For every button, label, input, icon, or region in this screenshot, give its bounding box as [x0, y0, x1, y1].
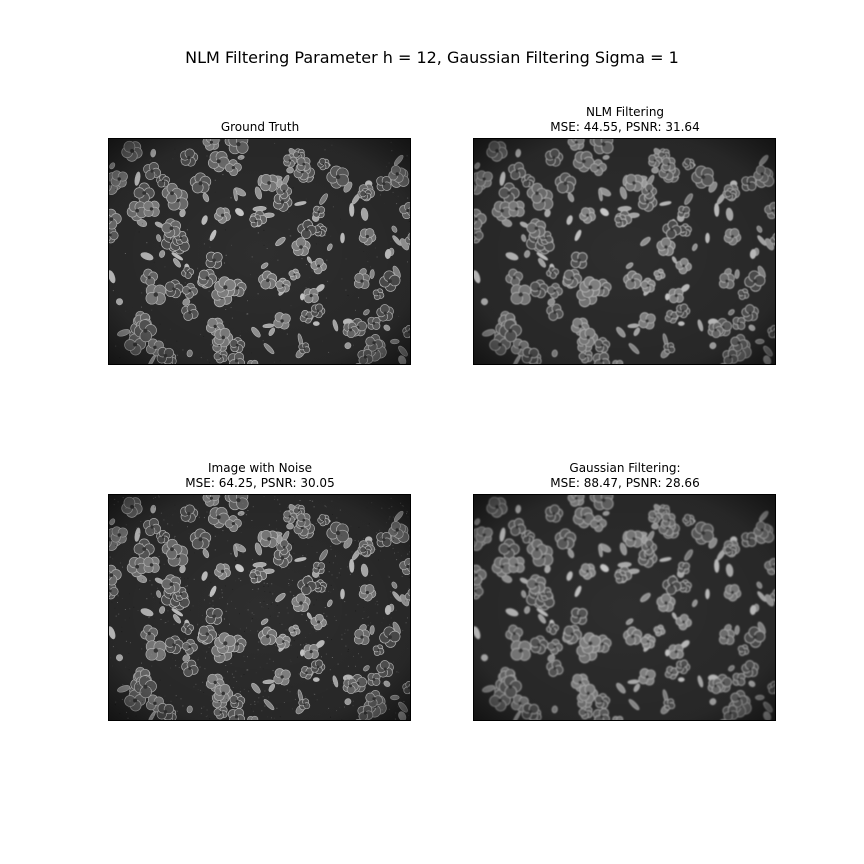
panel-title-line1: Image with Noise [208, 461, 312, 475]
panel-title-line1: Ground Truth [220, 120, 300, 134]
figure-title: NLM Filtering Parameter h = 12, Gaussian… [185, 48, 679, 67]
panel-metrics: MSE: 88.47, PSNR: 28.66 [550, 476, 700, 490]
panel-title-line1: NLM Filtering [585, 105, 665, 119]
gaussian-filtered-image [473, 494, 776, 721]
panel-title-gaussian: Gaussian Filtering: MSE: 88.47, PSNR: 28… [473, 461, 777, 491]
flower-texture-image [109, 495, 410, 720]
flower-texture-image [109, 139, 410, 364]
panel-title-nlm: NLM Filtering MSE: 44.55, PSNR: 31.64 [473, 105, 777, 135]
flower-texture-image [474, 139, 775, 364]
panel-title-line1: Gaussian Filtering: [569, 461, 681, 475]
flower-texture-image [474, 495, 775, 720]
panel-metrics: MSE: 64.25, PSNR: 30.05 [185, 476, 335, 490]
panel-title-noisy: Image with Noise MSE: 64.25, PSNR: 30.05 [108, 461, 412, 491]
panel-metrics: MSE: 44.55, PSNR: 31.64 [550, 120, 700, 134]
nlm-filtered-image [473, 138, 776, 365]
noisy-image [108, 494, 411, 721]
ground-truth-image [108, 138, 411, 365]
panel-title-ground-truth: Ground Truth [108, 120, 412, 135]
